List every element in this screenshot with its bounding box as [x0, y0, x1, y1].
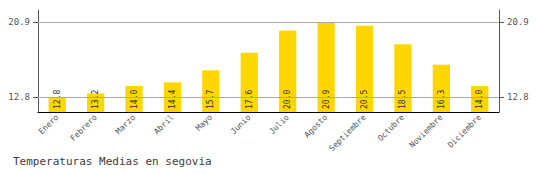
svg-text:Abril: Abril	[152, 113, 175, 136]
svg-text:Octubre: Octubre	[376, 113, 406, 143]
svg-text:17.6: 17.6	[245, 90, 254, 109]
svg-text:20.9: 20.9	[507, 17, 529, 27]
svg-text:Diciembre: Diciembre	[446, 113, 483, 150]
svg-text:16.3: 16.3	[437, 90, 446, 109]
svg-text:Septiembre: Septiembre	[327, 113, 367, 153]
svg-text:12.8: 12.8	[507, 92, 529, 102]
svg-text:14.0: 14.0	[475, 90, 484, 109]
svg-text:Enero: Enero	[37, 113, 60, 136]
svg-text:14.0: 14.0	[130, 90, 139, 109]
svg-text:20.5: 20.5	[360, 90, 369, 109]
svg-text:15.7: 15.7	[206, 90, 215, 109]
svg-text:Agosto: Agosto	[303, 113, 330, 140]
svg-text:Junio: Junio	[229, 113, 252, 136]
svg-text:18.5: 18.5	[398, 90, 407, 109]
svg-text:14.4: 14.4	[168, 90, 177, 109]
svg-text:20.9: 20.9	[322, 90, 331, 109]
svg-text:Julio: Julio	[268, 113, 291, 136]
svg-text:20.0: 20.0	[283, 90, 292, 109]
svg-text:12.8: 12.8	[8, 92, 30, 102]
svg-text:13.2: 13.2	[91, 90, 100, 109]
svg-text:Marzo: Marzo	[114, 113, 137, 136]
svg-text:Mayo: Mayo	[194, 113, 214, 133]
svg-text:Temperaturas Medias en segovia: Temperaturas Medias en segovia	[13, 155, 212, 168]
svg-text:Febrero: Febrero	[69, 113, 99, 143]
svg-text:12.8: 12.8	[53, 90, 62, 109]
svg-text:Noviembre: Noviembre	[408, 113, 445, 150]
svg-text:20.9: 20.9	[8, 17, 30, 27]
